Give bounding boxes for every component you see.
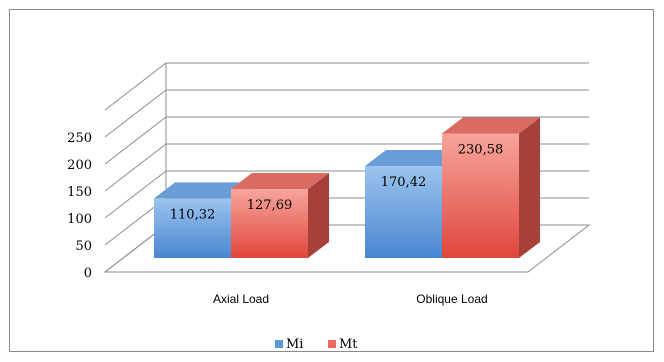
bars-layer — [154, 117, 540, 258]
gridline-side — [104, 116, 167, 165]
y-tick-label: 250 — [67, 131, 92, 146]
bar-mt — [231, 189, 308, 258]
bar-side-mt — [308, 173, 329, 258]
legend: Mi Mt — [275, 337, 358, 352]
gridline-side — [104, 143, 167, 192]
y-tick-label: 100 — [67, 212, 92, 227]
bar-top-mi — [365, 149, 463, 166]
bar-top-mi — [154, 182, 252, 199]
bar-side-mt — [519, 117, 540, 258]
y-tick-label: 200 — [67, 158, 92, 173]
bar-mi — [154, 198, 231, 258]
x-category-label: Oblique Load — [416, 292, 487, 306]
legend-swatch-mt — [328, 340, 336, 348]
data-label: 110,32 — [170, 207, 216, 222]
y-tick-label: 50 — [75, 239, 92, 254]
gridline-side — [104, 170, 167, 219]
gridline-side — [104, 89, 167, 138]
data-label: 127,69 — [247, 198, 293, 213]
bar-top-mt — [231, 173, 329, 190]
y-tick-label: 150 — [67, 185, 92, 200]
chart-frame — [9, 9, 654, 352]
data-label: 230,58 — [458, 142, 504, 157]
labels-layer: 0 50 100 150 200 250 110,32 127,69 Axial Load 170… — [67, 131, 503, 306]
gridline-side — [104, 62, 167, 111]
bar-top-mt — [442, 117, 540, 134]
legend-swatch-mi — [275, 340, 283, 348]
legend-label-mi: Mi — [286, 337, 303, 352]
data-label: 170,42 — [381, 175, 427, 190]
y-tick-label: 0 — [84, 266, 92, 281]
legend-label-mt: Mt — [339, 337, 358, 352]
bar-mi — [365, 165, 442, 258]
bar-mt — [442, 133, 519, 258]
x-category-label: Axial Load — [213, 292, 269, 306]
